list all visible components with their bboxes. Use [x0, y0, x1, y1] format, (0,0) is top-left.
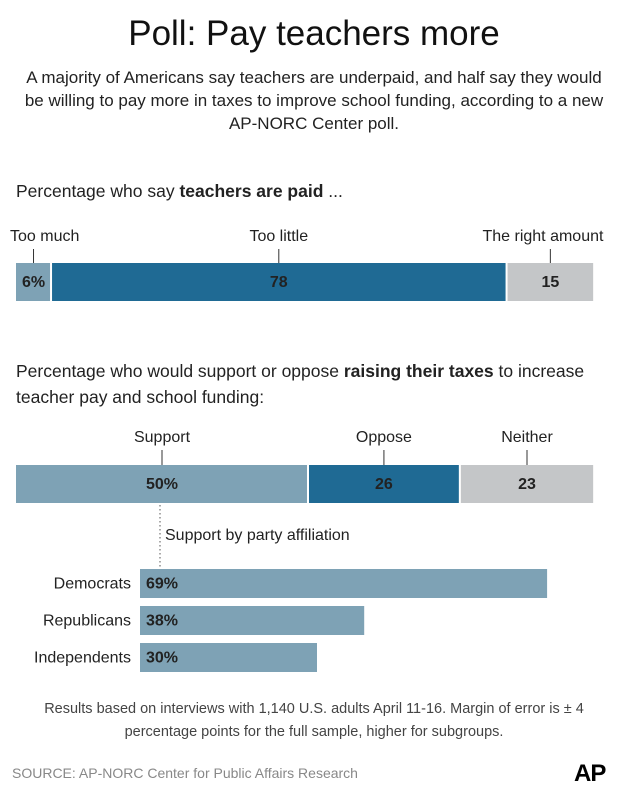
category-label: The right amount [482, 228, 604, 245]
logo: AP [574, 760, 606, 787]
bar-segment [309, 465, 459, 503]
subtitle: A majority of Americans say teachers are… [24, 68, 604, 133]
chart-heading: Percentage who say teachers are paid ... [16, 178, 612, 204]
bar-segment [16, 263, 51, 301]
category-label: Oppose [356, 429, 412, 446]
bar [140, 643, 317, 672]
bar-segment [507, 263, 594, 301]
category-label: Too much [10, 228, 79, 245]
bar-segment [52, 263, 506, 301]
value-label: 23 [518, 476, 536, 493]
value-label: 69% [146, 576, 178, 593]
category-label: Support [134, 429, 191, 446]
value-label: 6% [22, 274, 45, 291]
category-label: Democrats [54, 576, 131, 593]
bar-segment [460, 465, 594, 503]
chart-heading: Percentage who would support or oppose r… [16, 358, 612, 410]
heading-text: ... [323, 181, 343, 201]
category-label: Republicans [43, 613, 131, 630]
title: Poll: Pay teachers more [128, 14, 500, 53]
heading-bold: raising their taxes [343, 361, 494, 381]
category-label: Independents [34, 650, 131, 667]
heading-text: to increase teacher pay and school fundi… [16, 361, 585, 407]
value-label: 30% [146, 650, 178, 667]
value-label: 26 [375, 476, 393, 493]
category-label: Too little [249, 228, 308, 245]
chart-subtitle: Support by party affiliation [165, 527, 350, 544]
note: Results based on interviews with 1,140 U… [44, 701, 584, 740]
value-label: 50% [146, 476, 178, 493]
heading-bold: teachers are paid [179, 181, 324, 201]
value-label: 15 [541, 274, 559, 291]
heading-text: Percentage who would support or oppose [16, 361, 344, 381]
value-label: 38% [146, 613, 178, 630]
bar [140, 606, 365, 635]
value-label: 78 [270, 274, 288, 291]
bar-segment [16, 465, 307, 503]
category-label: Neither [501, 429, 553, 446]
source: SOURCE: AP-NORC Center for Public Affair… [12, 765, 358, 781]
bar [140, 569, 548, 598]
heading-text: Percentage who say [16, 181, 180, 201]
